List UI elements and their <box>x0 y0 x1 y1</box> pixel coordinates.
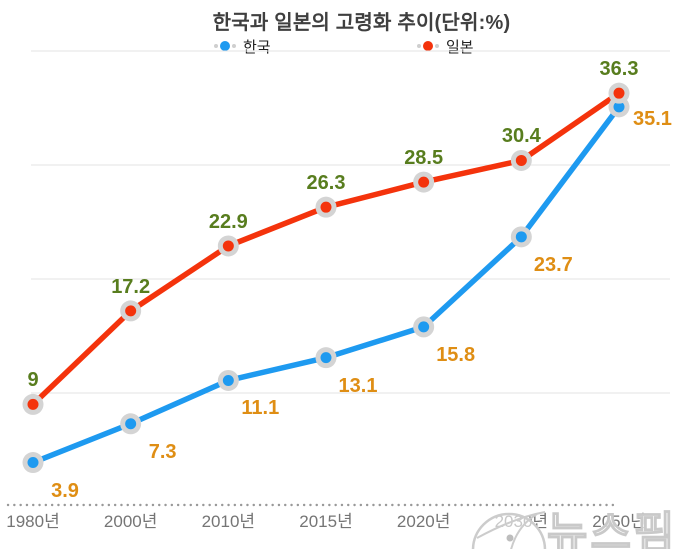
x-tick-label: 2010년 <box>201 512 256 531</box>
watermark-meridian-icon <box>510 513 538 549</box>
data-point-한국[interactable] <box>613 101 625 113</box>
watermark-globe-icon <box>471 512 547 549</box>
data-point-일본[interactable] <box>222 240 234 252</box>
data-point-한국[interactable] <box>222 374 234 386</box>
x-tick-label: 1980년 <box>6 512 60 531</box>
x-tick-label: 2015년 <box>299 512 353 531</box>
x-tick-label: 2000년 <box>103 512 158 531</box>
value-label-한국: 3.9 <box>51 479 79 502</box>
data-point-일본[interactable] <box>418 176 430 188</box>
value-label-일본: 22.9 <box>208 210 248 233</box>
korea-line-marker-icon <box>214 41 236 51</box>
data-point-한국[interactable] <box>320 352 332 364</box>
value-label-일본: 30.4 <box>501 125 541 148</box>
x-tick-label: 2020년 <box>396 512 451 531</box>
chart-title: 한국과 일본의 고령화 추이(단위:%) <box>212 12 511 34</box>
watermark-dot-icon <box>506 534 514 542</box>
data-point-한국[interactable] <box>27 457 39 469</box>
value-label-일본: 9 <box>27 369 39 392</box>
data-point-일본[interactable] <box>515 154 527 166</box>
data-point-일본[interactable] <box>125 305 137 317</box>
data-point-한국[interactable] <box>125 418 137 430</box>
value-label-일본: 36.3 <box>599 58 639 81</box>
value-label-일본: 26.3 <box>306 172 346 195</box>
value-label-한국: 13.1 <box>338 374 378 397</box>
value-label-한국: 15.8 <box>436 343 476 366</box>
value-label-한국: 7.3 <box>148 440 177 463</box>
value-label-한국: 11.1 <box>241 397 280 420</box>
data-point-일본[interactable] <box>320 201 332 213</box>
data-point-일본[interactable] <box>613 87 625 99</box>
data-point-한국[interactable] <box>418 321 430 333</box>
watermark-swoosh-icon <box>476 511 546 539</box>
newspim-watermark: 뉴스핌 <box>471 508 677 549</box>
japan-line-marker-icon <box>417 41 439 51</box>
x-tick-label: 2050년 <box>592 512 646 531</box>
value-label-한국: 35.1 <box>633 107 672 130</box>
data-point-한국[interactable] <box>515 231 527 243</box>
watermark-text: 뉴스핌 <box>547 509 677 549</box>
value-label-일본: 17.2 <box>111 275 151 298</box>
value-label-일본: 28.5 <box>404 147 444 170</box>
value-label-한국: 23.7 <box>533 253 573 276</box>
data-point-일본[interactable] <box>27 398 39 410</box>
